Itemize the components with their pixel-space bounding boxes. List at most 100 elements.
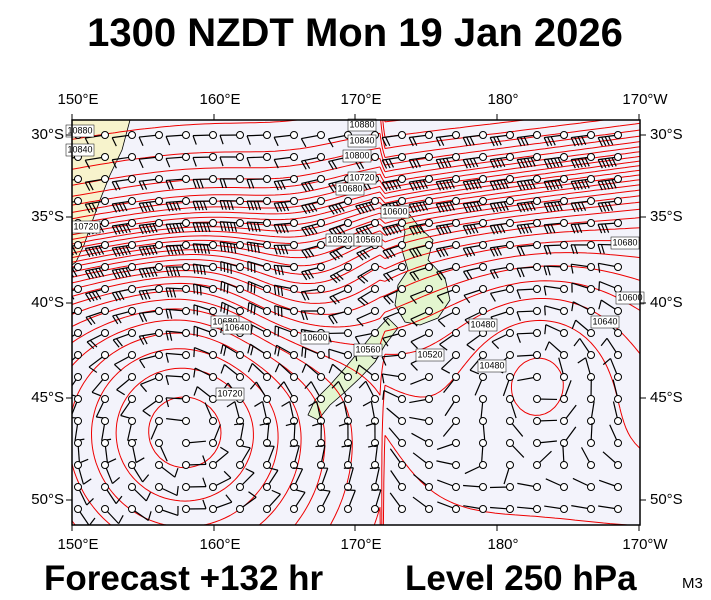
barb-feather — [301, 205, 308, 215]
barb-feather — [304, 182, 311, 192]
barb-station — [209, 395, 217, 403]
barb-feather — [165, 397, 170, 408]
barb-feather — [516, 137, 522, 147]
barb-feather — [358, 204, 365, 214]
barb-feather — [220, 302, 223, 312]
barb-feather — [152, 223, 158, 233]
barb-feather — [115, 203, 121, 213]
contour-label-box — [468, 318, 498, 332]
barb-feather — [382, 250, 389, 260]
barb-feather — [382, 390, 385, 400]
barb-feather — [165, 136, 171, 146]
barb-station — [425, 263, 433, 271]
barb-feather — [570, 224, 576, 234]
barb-feather — [435, 225, 442, 235]
contour-line — [72, 332, 302, 525]
lat-label: 35°S — [650, 208, 683, 225]
barb-feather — [277, 202, 283, 212]
barb-feather — [381, 356, 387, 366]
barb-feather — [88, 247, 94, 257]
barb-station — [155, 285, 163, 293]
barb-station — [182, 307, 190, 315]
barb-station — [344, 197, 352, 205]
barb-feather — [142, 246, 148, 256]
barb-station — [398, 285, 406, 293]
barb-feather — [142, 312, 148, 322]
barb-feather — [165, 224, 171, 234]
barb-station — [587, 219, 595, 227]
barb-station — [452, 263, 460, 271]
barb-feather — [257, 243, 260, 254]
barb-feather — [435, 181, 441, 191]
barb-station — [587, 307, 595, 315]
barb-feather — [462, 225, 469, 235]
barb-feather — [85, 293, 92, 303]
barb-station — [290, 417, 298, 425]
barb-feather — [338, 422, 349, 427]
barb-station — [128, 219, 136, 227]
barb-feather — [516, 159, 522, 169]
lon-label: 170°W — [622, 536, 668, 553]
contour-label: 10600 — [617, 292, 642, 302]
contour-label: 10600 — [382, 206, 407, 216]
barb-feather — [233, 222, 238, 232]
barb-feather — [193, 284, 195, 294]
barb-feather — [152, 245, 158, 255]
barb-feather — [520, 136, 526, 146]
barb-feather — [415, 158, 421, 168]
barb-feather — [571, 319, 577, 330]
barb-station — [182, 351, 190, 359]
barb-feather — [253, 243, 257, 253]
barb-feather — [598, 299, 602, 310]
contour-label-box — [415, 348, 445, 362]
barb-feather — [247, 302, 250, 313]
barb-station — [209, 461, 217, 469]
barb-feather — [115, 495, 123, 504]
barb-feather — [277, 224, 282, 234]
barb-feather — [489, 225, 495, 235]
barb-feather — [172, 223, 178, 233]
barb-feather — [412, 225, 418, 235]
barb-feather — [516, 246, 522, 256]
barb-station — [263, 241, 271, 249]
barb-station — [587, 417, 595, 425]
barb-station — [533, 351, 541, 359]
barb-feather — [202, 477, 207, 487]
barb-station — [506, 439, 514, 447]
barb-feather — [202, 455, 207, 465]
contour-label-box — [215, 387, 245, 401]
barb-feather — [58, 227, 63, 235]
barb-feather — [489, 181, 495, 191]
barb-feather — [557, 157, 563, 167]
barb-station — [101, 285, 109, 293]
contour-line — [72, 227, 640, 294]
barb-feather — [115, 247, 121, 257]
barb-feather — [91, 269, 98, 279]
barb-feather — [113, 364, 122, 372]
barb-feather — [355, 364, 360, 375]
barb-feather — [304, 160, 311, 169]
barb-feather — [142, 202, 148, 212]
barb-feather — [165, 266, 170, 277]
barb-feather — [149, 201, 155, 211]
barb-feather — [65, 292, 70, 300]
barb-feather — [388, 180, 395, 190]
barb-feather — [493, 136, 499, 146]
barb-station — [317, 131, 325, 139]
barb-station — [236, 373, 244, 381]
contour-label-box — [615, 291, 645, 305]
barb-feather — [412, 181, 418, 191]
barb-feather — [122, 224, 128, 234]
barb-feather — [206, 222, 211, 233]
barb-feather — [138, 203, 144, 213]
barb-feather — [307, 269, 315, 279]
contour-label-box — [477, 359, 507, 373]
barb-station — [182, 505, 190, 513]
barb-station — [209, 351, 217, 359]
barb-feather — [356, 318, 364, 327]
barb-station — [236, 175, 244, 183]
contour-line — [148, 396, 222, 469]
barb-station — [533, 131, 541, 139]
lon-label: 170°E — [340, 91, 381, 108]
barb-feather — [358, 380, 367, 389]
